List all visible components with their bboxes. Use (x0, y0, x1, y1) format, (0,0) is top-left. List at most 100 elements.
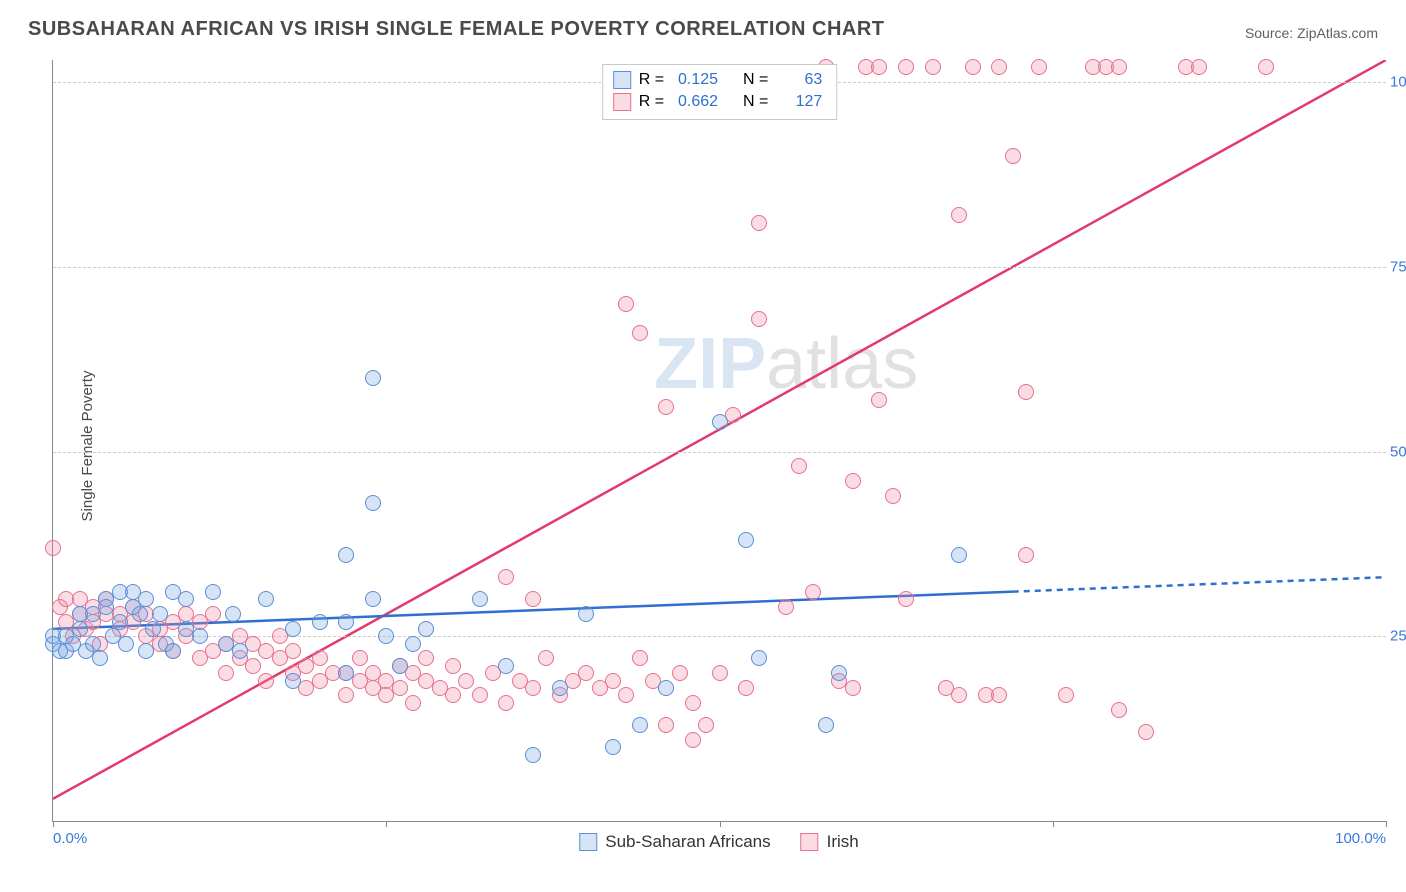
legend-item-blue: Sub-Saharan Africans (579, 832, 770, 852)
data-point-blue (338, 547, 354, 563)
data-point-pink (978, 687, 994, 703)
data-point-pink (418, 650, 434, 666)
data-point-blue (52, 643, 68, 659)
data-point-blue (285, 621, 301, 637)
data-point-pink (1058, 687, 1074, 703)
data-point-pink (165, 643, 181, 659)
data-point-pink (378, 673, 394, 689)
data-point-blue (338, 665, 354, 681)
data-point-blue (152, 606, 168, 622)
data-point-pink (112, 621, 128, 637)
data-point-pink (1031, 59, 1047, 75)
trend-lines-overlay (53, 60, 1386, 821)
watermark: ZIPatlas (654, 323, 918, 405)
data-point-pink (258, 643, 274, 659)
data-point-pink (392, 680, 408, 696)
data-point-pink (58, 614, 74, 630)
data-point-pink (791, 458, 807, 474)
data-point-blue (472, 591, 488, 607)
x-tick (1386, 821, 1387, 827)
data-point-blue (45, 636, 61, 652)
data-point-blue (205, 584, 221, 600)
data-point-blue (138, 591, 154, 607)
data-point-pink (565, 673, 581, 689)
data-point-blue (552, 680, 568, 696)
data-point-pink (951, 687, 967, 703)
data-point-blue (365, 370, 381, 386)
data-point-pink (805, 584, 821, 600)
x-tick-label: 100.0% (1335, 830, 1386, 847)
data-point-pink (738, 680, 754, 696)
swatch-blue (613, 71, 631, 89)
gridline (53, 267, 1386, 268)
data-point-pink (125, 614, 141, 630)
data-point-pink (685, 732, 701, 748)
data-point-pink (152, 636, 168, 652)
data-point-pink (751, 215, 767, 231)
data-point-pink (951, 207, 967, 223)
data-point-blue (132, 606, 148, 622)
data-point-blue (658, 680, 674, 696)
data-point-blue (65, 636, 81, 652)
data-point-pink (485, 665, 501, 681)
data-point-pink (92, 636, 108, 652)
data-point-pink (1005, 148, 1021, 164)
swatch-blue (579, 833, 597, 851)
data-point-pink (592, 680, 608, 696)
data-point-pink (445, 687, 461, 703)
data-point-pink (552, 687, 568, 703)
data-point-pink (405, 665, 421, 681)
data-point-pink (312, 650, 328, 666)
data-point-pink (1178, 59, 1194, 75)
data-point-pink (871, 59, 887, 75)
data-point-pink (98, 606, 114, 622)
data-point-pink (178, 606, 194, 622)
data-point-blue (145, 621, 161, 637)
data-point-pink (298, 680, 314, 696)
legend-item-pink: Irish (801, 832, 859, 852)
data-point-pink (365, 680, 381, 696)
data-point-blue (165, 584, 181, 600)
data-point-pink (1191, 59, 1207, 75)
data-point-pink (325, 665, 341, 681)
data-point-blue (365, 495, 381, 511)
data-point-pink (218, 665, 234, 681)
data-point-pink (218, 636, 234, 652)
y-tick-label: 75.0% (1390, 258, 1406, 275)
data-point-pink (751, 311, 767, 327)
data-point-pink (1111, 702, 1127, 718)
data-point-blue (78, 643, 94, 659)
data-point-pink (432, 680, 448, 696)
data-point-blue (365, 591, 381, 607)
data-point-pink (285, 643, 301, 659)
data-point-blue (525, 747, 541, 763)
data-point-pink (298, 658, 314, 674)
data-point-blue (392, 658, 408, 674)
data-point-pink (658, 717, 674, 733)
y-tick-label: 25.0% (1390, 628, 1406, 645)
data-point-pink (898, 591, 914, 607)
data-point-blue (165, 643, 181, 659)
data-point-blue (831, 665, 847, 681)
data-point-pink (245, 658, 261, 674)
data-point-pink (98, 591, 114, 607)
data-point-blue (98, 599, 114, 615)
data-point-pink (778, 599, 794, 615)
x-tick (53, 821, 54, 827)
data-point-pink (498, 695, 514, 711)
data-point-pink (85, 599, 101, 615)
data-point-blue (712, 414, 728, 430)
data-point-blue (92, 650, 108, 666)
data-point-blue (405, 636, 421, 652)
stats-row-pink: R = 0.662 N = 127 (613, 91, 823, 113)
data-point-pink (871, 392, 887, 408)
x-tick (386, 821, 387, 827)
gridline (53, 636, 1386, 637)
data-point-pink (858, 59, 874, 75)
data-point-pink (672, 665, 688, 681)
legend-bottom: Sub-Saharan Africans Irish (579, 832, 859, 852)
x-tick (720, 821, 721, 827)
data-point-pink (498, 569, 514, 585)
data-point-blue (418, 621, 434, 637)
data-point-blue (138, 643, 154, 659)
